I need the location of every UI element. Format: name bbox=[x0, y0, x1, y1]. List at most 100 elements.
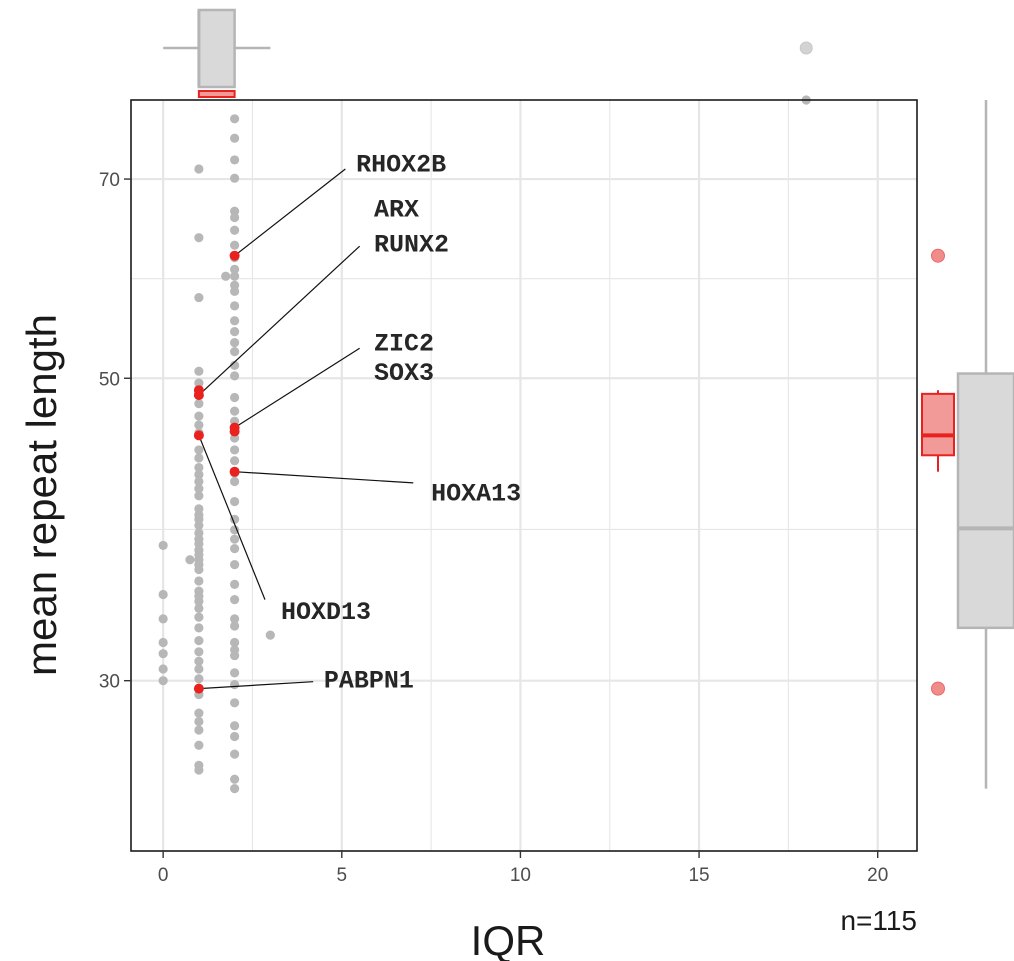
data-point bbox=[230, 621, 240, 631]
x-tick-label: 5 bbox=[337, 865, 348, 886]
data-point bbox=[230, 133, 240, 143]
data-point bbox=[194, 399, 204, 409]
data-point bbox=[230, 173, 240, 183]
data-point bbox=[230, 155, 240, 165]
leader-line bbox=[198, 681, 314, 690]
data-point bbox=[158, 540, 168, 551]
data-point bbox=[194, 233, 204, 243]
data-point bbox=[194, 664, 204, 674]
data-point bbox=[230, 721, 240, 731]
data-point bbox=[194, 483, 204, 494]
data-point bbox=[230, 338, 240, 348]
data-point bbox=[230, 525, 240, 535]
data-point bbox=[230, 360, 240, 370]
data-point bbox=[194, 366, 204, 376]
data-point bbox=[158, 664, 168, 674]
data-point bbox=[230, 614, 240, 624]
data-point bbox=[194, 469, 204, 480]
outlier-point bbox=[799, 41, 813, 55]
x-axis-title: IQR bbox=[471, 917, 546, 961]
gene-label: ARX bbox=[374, 196, 419, 225]
data-point bbox=[230, 225, 240, 235]
data-point bbox=[194, 603, 204, 613]
data-point bbox=[230, 731, 240, 742]
data-point bbox=[158, 649, 168, 659]
data-point bbox=[230, 212, 240, 223]
background-points bbox=[158, 95, 811, 794]
data-point bbox=[230, 774, 240, 784]
box bbox=[197, 8, 236, 89]
y-tick-label: 50 bbox=[99, 369, 120, 390]
data-point bbox=[230, 326, 240, 337]
data-point bbox=[230, 114, 240, 124]
gene-label: ZIC2 bbox=[374, 330, 434, 359]
y-axis-title: mean repeat length bbox=[18, 314, 65, 676]
box bbox=[956, 372, 1014, 630]
data-point bbox=[158, 589, 168, 600]
data-point bbox=[158, 676, 168, 686]
data-point bbox=[265, 630, 275, 640]
x-tick-label: 20 bbox=[867, 865, 888, 886]
x-axis-ticks: 0 5 10 15 20 bbox=[158, 851, 888, 886]
plot-border bbox=[130, 99, 918, 852]
data-point bbox=[194, 445, 204, 455]
data-point bbox=[194, 411, 204, 421]
x-tick-label: 0 bbox=[158, 865, 169, 886]
data-point bbox=[230, 456, 240, 466]
data-point bbox=[230, 264, 240, 274]
data-point bbox=[230, 316, 240, 326]
data-point bbox=[230, 206, 240, 216]
x-tick-label: 10 bbox=[510, 865, 531, 886]
data-point bbox=[194, 576, 204, 586]
top-marginal-boxplot bbox=[163, 8, 813, 98]
highlighted-point bbox=[229, 426, 240, 437]
data-point bbox=[194, 765, 204, 775]
data-point bbox=[230, 595, 240, 605]
data-point bbox=[230, 347, 240, 357]
data-point bbox=[194, 740, 204, 750]
data-point bbox=[194, 292, 204, 303]
data-point bbox=[230, 680, 240, 690]
gene-label: HOXA13 bbox=[431, 479, 521, 508]
data-point bbox=[230, 579, 240, 589]
data-point bbox=[230, 749, 240, 759]
data-point bbox=[158, 637, 168, 648]
data-point bbox=[230, 698, 240, 708]
data-point bbox=[230, 301, 240, 311]
data-point bbox=[194, 647, 204, 657]
data-point bbox=[221, 271, 231, 281]
selected-outlier-point bbox=[931, 248, 945, 263]
data-point bbox=[230, 371, 240, 381]
data-point bbox=[194, 636, 204, 646]
plot-panel bbox=[131, 100, 917, 851]
leader-line bbox=[198, 435, 266, 600]
data-point bbox=[230, 392, 240, 403]
data-point bbox=[194, 164, 204, 174]
data-point bbox=[194, 420, 204, 430]
highlighted-point bbox=[229, 250, 240, 261]
data-point bbox=[230, 534, 240, 544]
highlighted-point bbox=[193, 390, 204, 401]
data-point bbox=[194, 520, 204, 530]
leader-line bbox=[234, 347, 360, 429]
data-point bbox=[158, 614, 168, 624]
data-point bbox=[230, 668, 240, 678]
data-point bbox=[230, 496, 240, 507]
data-point bbox=[230, 650, 240, 661]
highlighted-points bbox=[193, 250, 240, 694]
data-point bbox=[230, 559, 240, 570]
right-marginal-boxplot bbox=[921, 100, 1014, 789]
data-point bbox=[230, 240, 240, 250]
data-point bbox=[230, 271, 240, 281]
leader-line bbox=[234, 168, 346, 257]
y-tick-label: 70 bbox=[99, 170, 120, 191]
selected-box bbox=[921, 392, 955, 457]
label-leader-lines bbox=[198, 168, 414, 690]
data-point bbox=[230, 543, 240, 554]
y-tick-label: 30 bbox=[99, 672, 120, 693]
leader-line bbox=[198, 245, 361, 396]
data-point bbox=[194, 612, 204, 622]
sample-size-label: n=115 bbox=[840, 905, 917, 936]
data-point bbox=[194, 623, 204, 633]
